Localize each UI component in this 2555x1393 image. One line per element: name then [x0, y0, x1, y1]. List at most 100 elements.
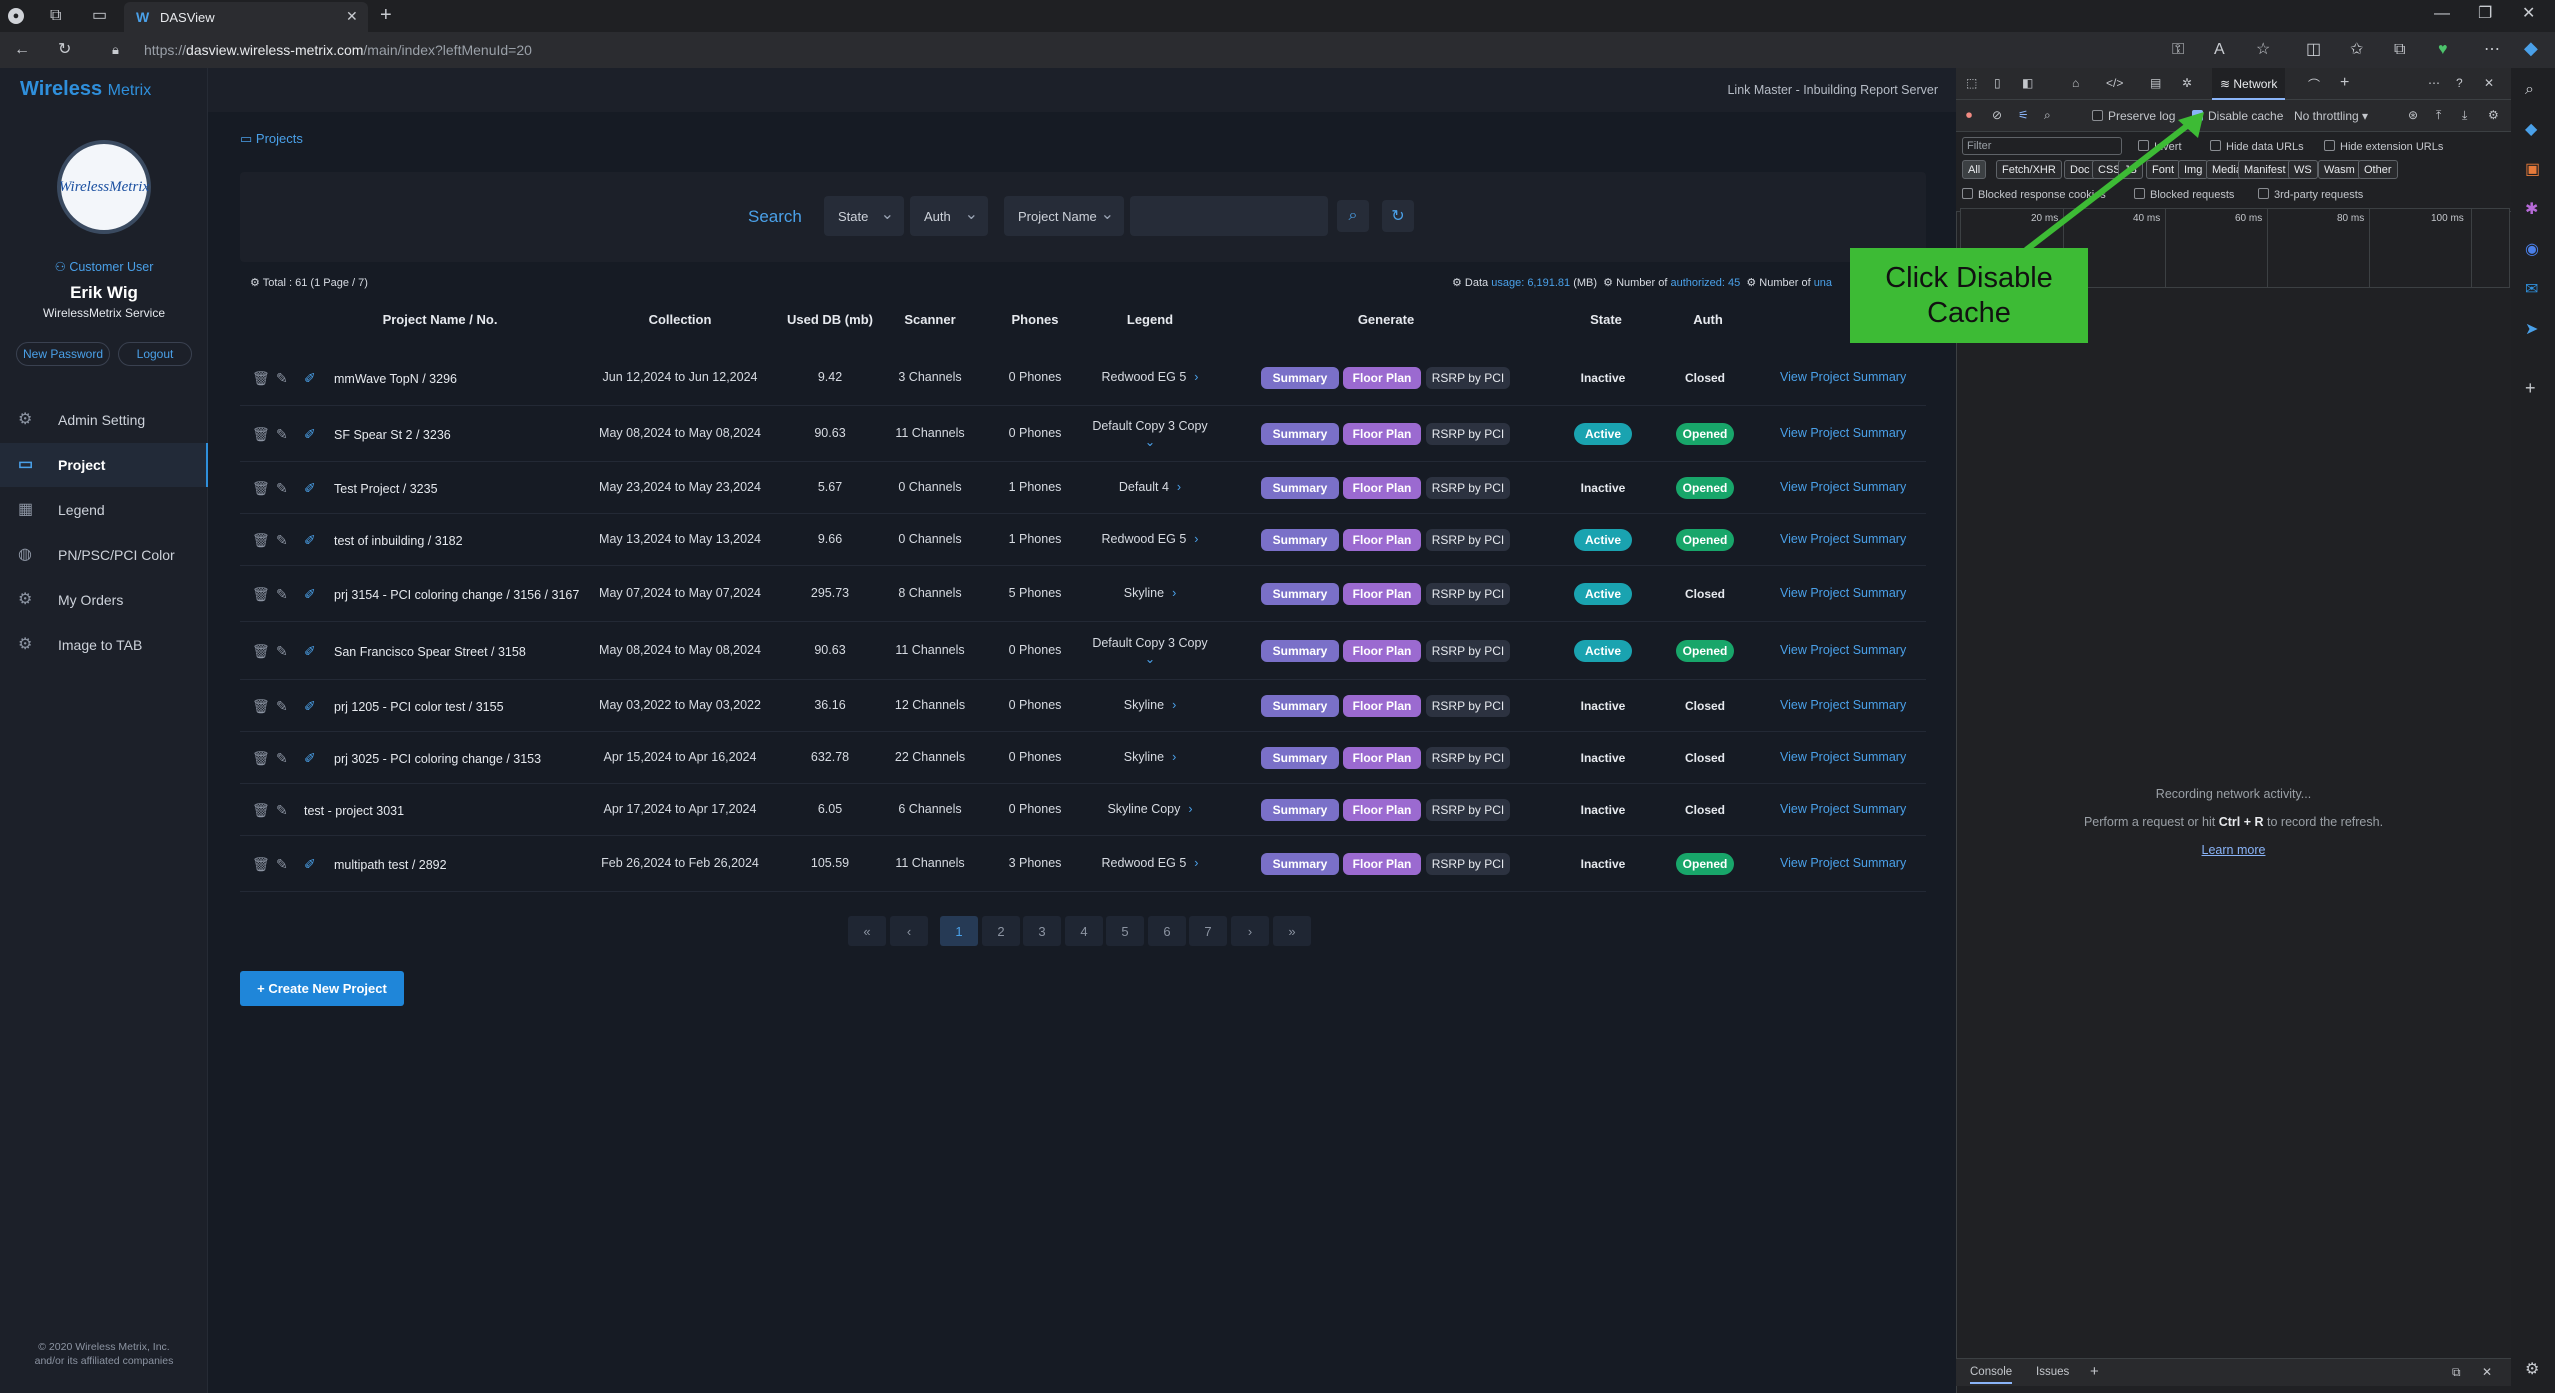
hide-extension-urls-checkbox[interactable]: Hide extension URLs	[2324, 140, 2443, 153]
page-7-button[interactable]: 7	[1189, 916, 1227, 946]
settings-icon[interactable]: ⚙	[2488, 108, 2499, 122]
more-menu-icon[interactable]: ⋯	[2484, 41, 2500, 58]
summary-button[interactable]: Summary	[1261, 477, 1339, 499]
project-name[interactable]: mmWave TopN / 3296	[334, 372, 457, 386]
copilot-icon[interactable]: ◆	[2524, 38, 2538, 58]
search-icon[interactable]: ⌕	[2044, 108, 2051, 122]
import-icon[interactable]: ⤒	[2436, 108, 2442, 122]
delete-icon[interactable]: 🗑︎	[252, 532, 270, 548]
rsrp-by-pci-button[interactable]: RSRP by PCI	[1426, 583, 1510, 605]
shopping-icon[interactable]: ◆	[2525, 121, 2538, 138]
edit-icon[interactable]: ✎	[276, 586, 288, 602]
filter-type-manifest[interactable]: Manifest	[2238, 160, 2292, 179]
maximize-icon[interactable]: ❐	[2478, 5, 2493, 22]
summary-button[interactable]: Summary	[1261, 583, 1339, 605]
filter-type-font[interactable]: Font	[2146, 160, 2181, 179]
rsrp-by-pci-button[interactable]: RSRP by PCI	[1426, 853, 1510, 875]
profile-icon[interactable]: ●	[8, 8, 24, 24]
summary-button[interactable]: Summary	[1261, 747, 1339, 769]
legend-cell[interactable]: Default 4 ›	[1118, 480, 1182, 494]
drawer-tab-issues[interactable]: Issues	[2036, 1366, 2070, 1378]
edit-icon[interactable]: ✎	[276, 643, 288, 659]
filter-type-wasm[interactable]: Wasm	[2318, 160, 2361, 179]
view-project-summary-link[interactable]: View Project Summary	[1780, 480, 1907, 494]
inspect-icon[interactable]: ⬚	[1966, 76, 1978, 90]
view-project-summary-link[interactable]: View Project Summary	[1780, 532, 1907, 546]
more-tools-icon[interactable]: ⋯	[2428, 76, 2440, 90]
filter-type-media[interactable]: Media	[2206, 160, 2248, 179]
split-screen-icon[interactable]: ◫	[2306, 41, 2322, 58]
add-sidebar-icon[interactable]: +	[2525, 378, 2536, 398]
page-1-button[interactable]: 1	[940, 916, 978, 946]
view-project-summary-link[interactable]: View Project Summary	[1780, 586, 1907, 600]
tools-icon[interactable]: ▣	[2525, 161, 2541, 178]
legend-cell[interactable]: Default Copy 3 Copy ⌄	[1092, 419, 1208, 449]
floor-plan-button[interactable]: Floor Plan	[1343, 529, 1421, 551]
delete-icon[interactable]: 🗑︎	[252, 643, 270, 659]
clear-icon[interactable]: ⊘	[1992, 108, 2003, 122]
favorite-star-icon[interactable]: ☆	[2256, 41, 2271, 58]
state-select[interactable]: State ⌄	[824, 196, 904, 236]
page-next-button[interactable]: ›	[1231, 916, 1269, 946]
reset-button[interactable]: ↻	[1382, 200, 1414, 232]
help-icon[interactable]: ?	[2456, 76, 2463, 90]
edit-icon[interactable]: ✎	[276, 698, 288, 714]
search-input[interactable]	[1130, 196, 1328, 236]
back-icon[interactable]: ←	[14, 41, 30, 58]
breadcrumb[interactable]: ▭ Projects	[240, 131, 303, 146]
project-name[interactable]: multipath test / 2892	[334, 858, 447, 872]
lock-icon[interactable]: 🔒︎	[112, 42, 119, 57]
project-name[interactable]: test of inbuilding / 3182	[334, 534, 463, 548]
add-tool-icon[interactable]: +	[2340, 74, 2350, 91]
floor-plan-button[interactable]: Floor Plan	[1343, 477, 1421, 499]
sidebar-settings-icon[interactable]: ⚙	[2525, 1361, 2540, 1378]
sources-icon[interactable]: ✲	[2182, 76, 2193, 90]
favorites-icon[interactable]: ✩	[2350, 41, 2364, 58]
edit-icon[interactable]: ✎	[276, 802, 288, 818]
floor-plan-button[interactable]: Floor Plan	[1343, 423, 1421, 445]
legend-cell[interactable]: Redwood EG 5 ›	[1101, 856, 1199, 870]
rsrp-by-pci-button[interactable]: RSRP by PCI	[1426, 423, 1510, 445]
rsrp-by-pci-button[interactable]: RSRP by PCI	[1426, 695, 1510, 717]
summary-button[interactable]: Summary	[1261, 799, 1339, 821]
games-icon[interactable]: ✱	[2525, 201, 2539, 218]
sidebar-item-project[interactable]: ▭ Project	[0, 443, 208, 487]
filter-type-ws[interactable]: WS	[2288, 160, 2318, 179]
floor-plan-button[interactable]: Floor Plan	[1343, 640, 1421, 662]
project-name[interactable]: test - project 3031	[304, 804, 405, 818]
filter-type-all[interactable]: All	[1962, 160, 1987, 179]
performance-icon[interactable]: ⌒	[2308, 78, 2321, 92]
drawer-tab-console[interactable]: Console	[1970, 1366, 2013, 1384]
sidebar-item-image-to-tab[interactable]: ⚙ Image to TAB	[18, 636, 143, 653]
delete-icon[interactable]: 🗑︎	[252, 370, 270, 386]
add-drawer-tab-icon[interactable]: +	[2090, 1363, 2099, 1380]
legend-cell[interactable]: Skyline Copy ›	[1107, 802, 1193, 816]
delete-icon[interactable]: 🗑︎	[252, 480, 270, 496]
page-last-button[interactable]: »	[1273, 916, 1311, 946]
filter-type-css[interactable]: CSS	[2092, 160, 2127, 179]
filter-input[interactable]: Filter	[1962, 137, 2122, 155]
floor-plan-button[interactable]: Floor Plan	[1343, 799, 1421, 821]
app-logo[interactable]: Wireless Metrix	[20, 78, 152, 100]
close-window-icon[interactable]: ✕	[2522, 5, 2536, 22]
hide-data-urls-checkbox[interactable]: Hide data URLs	[2210, 140, 2304, 153]
edit-icon[interactable]: ✎	[276, 532, 288, 548]
edit-icon[interactable]: ✎	[276, 750, 288, 766]
url-field[interactable]: https://dasview.wireless-metrix.com/main…	[144, 42, 532, 58]
delete-icon[interactable]: 🗑︎	[252, 750, 270, 766]
minimize-icon[interactable]: —	[2434, 5, 2450, 22]
undock-drawer-icon[interactable]: ⧉	[2452, 1365, 2461, 1379]
delete-icon[interactable]: 🗑︎	[252, 586, 270, 602]
tab-network[interactable]: ≋ Network	[2212, 68, 2286, 100]
blocked-requests-checkbox[interactable]: Blocked requests	[2134, 188, 2234, 201]
legend-cell[interactable]: Default Copy 3 Copy ⌄	[1092, 636, 1208, 666]
view-project-summary-link[interactable]: View Project Summary	[1780, 370, 1907, 384]
page-prev-button[interactable]: ‹	[890, 916, 928, 946]
tab-actions-icon[interactable]: ▭	[92, 7, 108, 24]
legend-cell[interactable]: Skyline ›	[1123, 750, 1177, 764]
view-project-summary-link[interactable]: View Project Summary	[1780, 856, 1907, 870]
project-name[interactable]: SF Spear St 2 / 3236	[334, 428, 451, 442]
page-3-button[interactable]: 3	[1023, 916, 1061, 946]
page-6-button[interactable]: 6	[1148, 916, 1186, 946]
page-4-button[interactable]: 4	[1065, 916, 1103, 946]
